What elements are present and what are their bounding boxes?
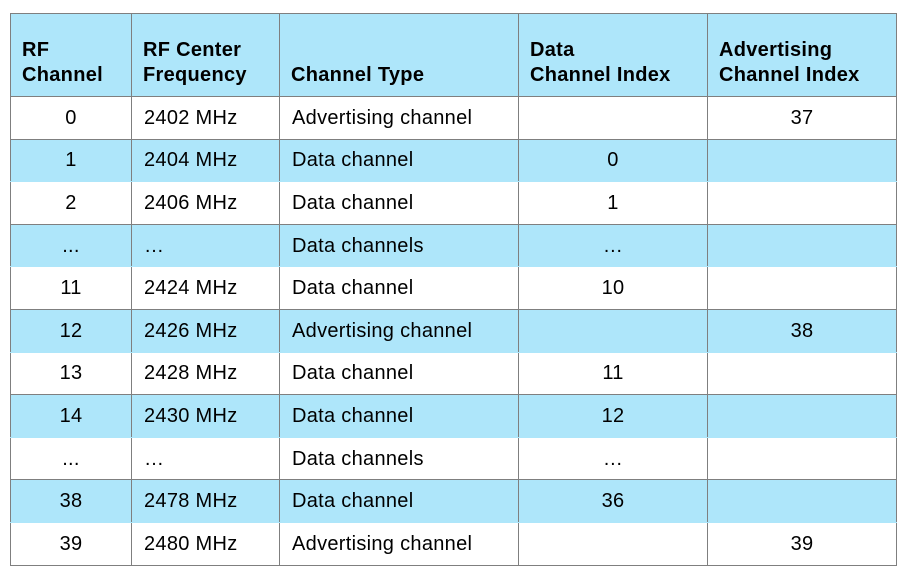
cell-rf-channel: 1 xyxy=(10,138,132,183)
table-row: 11 2424 MHz Data channel 10 xyxy=(10,266,897,310)
cell-rf-channel: 0 xyxy=(10,96,132,140)
cell-channel-type: Data channels xyxy=(279,223,519,268)
cell-rf-channel: 12 xyxy=(10,308,132,353)
cell-channel-type: Advertising channel xyxy=(279,521,519,566)
cell-data-channel-index: 36 xyxy=(518,479,708,523)
table-row: ...… Data channels… xyxy=(10,223,897,268)
table-body: 0 2402 MHz Advertising channel 37 1 2404 MHz D… xyxy=(10,96,897,566)
header-frequency-line2: Frequency xyxy=(143,64,247,86)
cell-channel-type: Data channel xyxy=(279,394,519,438)
table-row: 1 2404 MHz Data channel 0 xyxy=(10,138,897,183)
cell-channel-type: Advertising channel xyxy=(279,308,519,353)
header-adv-index-line2: Channel Index xyxy=(719,64,860,86)
cell-data-channel-index: 0 xyxy=(518,138,708,183)
cell-rf-channel: ... xyxy=(10,436,132,481)
cell-data-channel-index xyxy=(518,96,708,140)
table-row: 0 2402 MHz Advertising channel 37 xyxy=(10,96,897,140)
cell-frequency: 2428 MHz xyxy=(131,351,280,396)
header-data-channel-index: Data Channel Index xyxy=(518,13,708,97)
header-rf-channel-line2: Channel xyxy=(22,64,103,86)
cell-frequency: 2480 MHz xyxy=(131,521,280,566)
header-data-index-line1: Data xyxy=(530,39,575,61)
cell-channel-type: Data channel xyxy=(279,479,519,523)
table-row: 39 2480 MHz Advertising channel 39 xyxy=(10,521,897,566)
cell-data-channel-index: 11 xyxy=(518,351,708,396)
table-row: 13 2428 MHz Data channel 11 xyxy=(10,351,897,396)
cell-channel-type: Advertising channel xyxy=(279,96,519,140)
cell-rf-channel: 11 xyxy=(10,266,132,310)
table-row: 2 2406 MHz Data channel 1 xyxy=(10,181,897,225)
header-data-index-line2: Channel Index xyxy=(530,64,671,86)
cell-rf-channel: ... xyxy=(10,223,132,268)
cell-advertising-channel-index xyxy=(707,479,897,523)
cell-advertising-channel-index xyxy=(707,266,897,310)
table-row: 12 2426 MHz Advertising channel 38 xyxy=(10,308,897,353)
cell-advertising-channel-index xyxy=(707,181,897,225)
cell-frequency: 2430 MHz xyxy=(131,394,280,438)
cell-channel-type: Data channel xyxy=(279,266,519,310)
cell-advertising-channel-index: 37 xyxy=(707,96,897,140)
cell-frequency: … xyxy=(131,436,280,481)
table-header-row: RF Channel RF Center Frequency Channel Typ… xyxy=(10,13,897,97)
cell-advertising-channel-index xyxy=(707,436,897,481)
cell-frequency: 2424 MHz xyxy=(131,266,280,310)
cell-advertising-channel-index xyxy=(707,394,897,438)
cell-advertising-channel-index xyxy=(707,351,897,396)
header-channel-type-line1: Channel Type xyxy=(291,64,425,86)
header-rf-channel-line1: RF xyxy=(22,39,50,61)
rf-channel-table: RF Channel RF Center Frequency Channel Typ… xyxy=(10,13,897,566)
cell-rf-channel: 2 xyxy=(10,181,132,225)
cell-data-channel-index: … xyxy=(518,436,708,481)
table-row: 38 2478 MHz Data channel 36 xyxy=(10,479,897,523)
cell-frequency: … xyxy=(131,223,280,268)
cell-data-channel-index xyxy=(518,521,708,566)
cell-frequency: 2426 MHz xyxy=(131,308,280,353)
cell-frequency: 2478 MHz xyxy=(131,479,280,523)
cell-channel-type: Data channels xyxy=(279,436,519,481)
cell-rf-channel: 39 xyxy=(10,521,132,566)
table-row: 14 2430 MHz Data channel 12 xyxy=(10,394,897,438)
header-rf-channel: RF Channel xyxy=(10,13,132,97)
cell-advertising-channel-index: 38 xyxy=(707,308,897,353)
cell-frequency: 2406 MHz xyxy=(131,181,280,225)
cell-rf-channel: 14 xyxy=(10,394,132,438)
cell-channel-type: Data channel xyxy=(279,181,519,225)
cell-advertising-channel-index xyxy=(707,138,897,183)
cell-frequency: 2404 MHz xyxy=(131,138,280,183)
cell-channel-type: Data channel xyxy=(279,351,519,396)
cell-data-channel-index xyxy=(518,308,708,353)
table-row: ...… Data channels… xyxy=(10,436,897,481)
cell-rf-channel: 13 xyxy=(10,351,132,396)
header-adv-index-line1: Advertising xyxy=(719,39,833,61)
header-advertising-channel-index: Advertising Channel Index xyxy=(707,13,897,97)
cell-rf-channel: 38 xyxy=(10,479,132,523)
cell-data-channel-index: 1 xyxy=(518,181,708,225)
cell-data-channel-index: 10 xyxy=(518,266,708,310)
cell-frequency: 2402 MHz xyxy=(131,96,280,140)
cell-advertising-channel-index xyxy=(707,223,897,268)
cell-channel-type: Data channel xyxy=(279,138,519,183)
header-frequency-line1: RF Center xyxy=(143,39,242,61)
header-rf-center-frequency: RF Center Frequency xyxy=(131,13,280,97)
cell-data-channel-index: 12 xyxy=(518,394,708,438)
cell-data-channel-index: … xyxy=(518,223,708,268)
header-channel-type: Channel Type xyxy=(279,13,519,97)
cell-advertising-channel-index: 39 xyxy=(707,521,897,566)
